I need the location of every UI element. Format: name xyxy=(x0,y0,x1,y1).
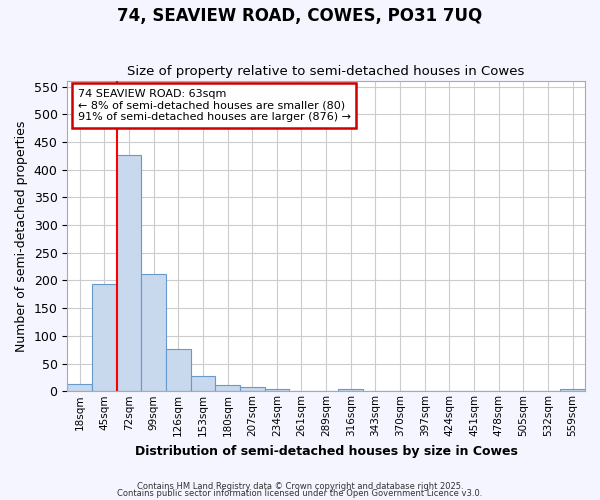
Text: 74 SEAVIEW ROAD: 63sqm
← 8% of semi-detached houses are smaller (80)
91% of semi: 74 SEAVIEW ROAD: 63sqm ← 8% of semi-deta… xyxy=(77,89,350,122)
Y-axis label: Number of semi-detached properties: Number of semi-detached properties xyxy=(15,120,28,352)
X-axis label: Distribution of semi-detached houses by size in Cowes: Distribution of semi-detached houses by … xyxy=(135,444,518,458)
Bar xyxy=(560,389,585,392)
Bar xyxy=(67,384,92,392)
Bar xyxy=(116,154,141,392)
Bar xyxy=(265,389,289,392)
Bar xyxy=(141,274,166,392)
Text: Contains public sector information licensed under the Open Government Licence v3: Contains public sector information licen… xyxy=(118,489,482,498)
Text: 74, SEAVIEW ROAD, COWES, PO31 7UQ: 74, SEAVIEW ROAD, COWES, PO31 7UQ xyxy=(118,8,482,26)
Text: Contains HM Land Registry data © Crown copyright and database right 2025.: Contains HM Land Registry data © Crown c… xyxy=(137,482,463,491)
Bar xyxy=(166,348,191,392)
Bar xyxy=(215,385,240,392)
Bar xyxy=(240,387,265,392)
Bar xyxy=(338,389,363,392)
Bar xyxy=(92,284,116,392)
Bar xyxy=(191,376,215,392)
Title: Size of property relative to semi-detached houses in Cowes: Size of property relative to semi-detach… xyxy=(127,66,525,78)
